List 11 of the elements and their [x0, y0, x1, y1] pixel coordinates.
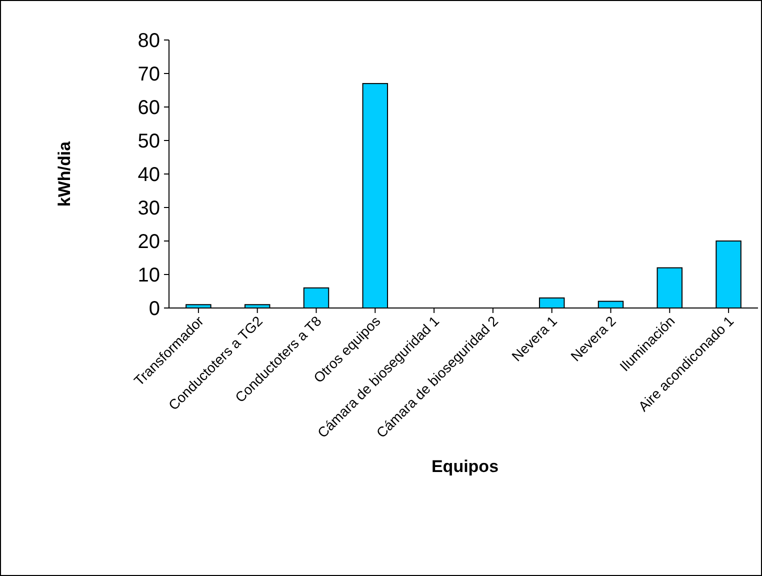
y-tick-label: 0	[148, 298, 160, 320]
y-tick-label: 40	[138, 164, 160, 186]
y-tick-label: 20	[138, 231, 160, 253]
y-axis-title: kWh/dia	[55, 140, 74, 207]
y-tick-label: 10	[138, 264, 160, 286]
x-axis-title: Equipos	[431, 457, 499, 476]
y-tick-label: 50	[138, 130, 160, 152]
y-tick-label: 60	[138, 97, 160, 119]
y-tick-label: 30	[138, 198, 160, 220]
y-tick-label: 70	[138, 64, 160, 86]
y-tick-label: 80	[138, 30, 160, 52]
